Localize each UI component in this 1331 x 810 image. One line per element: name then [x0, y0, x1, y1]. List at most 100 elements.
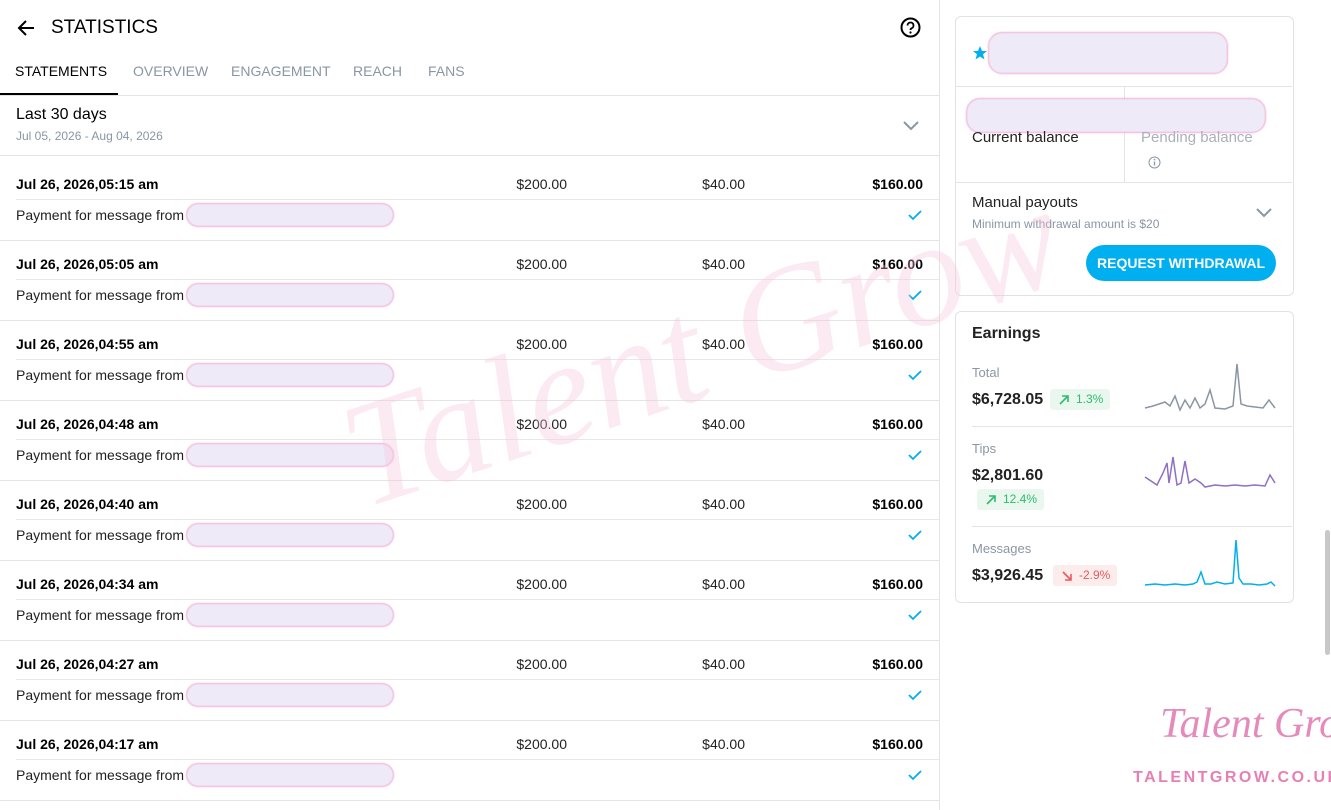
row-divider [16, 679, 939, 680]
trend-arrow [1059, 395, 1069, 405]
active-tab-indicator [0, 93, 118, 95]
fee-amount: $40.00 [702, 256, 745, 272]
transaction-description: Payment for message from [16, 687, 185, 703]
row-border [0, 640, 939, 641]
transaction-date: Jul 26, 2026,04:40 am [16, 496, 159, 512]
row-divider [16, 759, 939, 760]
page-title: STATISTICS [51, 17, 158, 38]
transaction-description: Payment for message from [16, 607, 185, 623]
net-amount: $160.00 [872, 416, 923, 432]
chevron[interactable] [1256, 208, 1272, 218]
period-range: Jul 05, 2026 - Aug 04, 2026 [16, 129, 163, 143]
status-check [908, 610, 922, 621]
blurred-sender [186, 603, 394, 627]
net-amount: $160.00 [872, 736, 923, 752]
earnings-label: Messages [972, 541, 1032, 556]
fee-amount: $40.00 [702, 656, 745, 672]
blurred-sender [186, 683, 394, 707]
row-divider [16, 439, 939, 440]
net-amount: $160.00 [872, 496, 923, 512]
net-amount: $160.00 [872, 576, 923, 592]
status-check [908, 770, 922, 781]
transaction-description: Payment for message from [16, 287, 185, 303]
fee-amount: $40.00 [702, 496, 745, 512]
transaction-description: Payment for message from [16, 527, 185, 543]
row-border [0, 320, 939, 321]
net-amount: $160.00 [872, 656, 923, 672]
blurred-sender [186, 283, 394, 307]
transaction-date: Jul 26, 2026,04:48 am [16, 416, 159, 432]
sparkline-tips [1144, 456, 1276, 488]
trend-arrow [1062, 571, 1072, 581]
net-amount: $160.00 [872, 256, 923, 272]
withdraw-button[interactable]: REQUEST WITHDRAWAL [1086, 245, 1276, 281]
transaction-date: Jul 26, 2026,04:27 am [16, 656, 159, 672]
transaction-description: Payment for message from [16, 447, 185, 463]
status-check [908, 370, 922, 381]
transaction-date: Jul 26, 2026,04:17 am [16, 736, 159, 752]
tab[interactable]: FANS [428, 63, 465, 79]
status-check [908, 290, 922, 301]
blurred-sender [186, 523, 394, 547]
earnings-amount: $6,728.05 [972, 391, 1044, 408]
gross-amount: $200.00 [516, 416, 567, 432]
logo-site: TALENTGROW.CO.UK [1133, 769, 1331, 786]
logo-script: Talent Grow [1160, 701, 1331, 747]
payouts-note: Minimum withdrawal amount is $20 [972, 217, 1160, 231]
net-amount: $160.00 [872, 336, 923, 352]
row-divider [16, 359, 939, 360]
divider [956, 182, 1292, 183]
tab[interactable]: OVERVIEW [133, 63, 209, 79]
gross-amount: $200.00 [516, 336, 567, 352]
transaction-description: Payment for message from [16, 207, 185, 223]
back-icon[interactable] [16, 18, 36, 38]
gross-amount: $200.00 [516, 656, 567, 672]
gross-amount: $200.00 [516, 176, 567, 192]
tab[interactable]: STATEMENTS [15, 63, 108, 79]
net-amount: $160.00 [872, 176, 923, 192]
fee-amount: $40.00 [702, 736, 745, 752]
help-icon[interactable] [900, 17, 921, 38]
transaction-description: Payment for message from [16, 767, 185, 783]
period-label[interactable]: Last 30 days [16, 106, 107, 123]
tab[interactable]: ENGAGEMENT [231, 63, 331, 79]
blurred-name [988, 32, 1228, 74]
divider [0, 155, 939, 156]
fee-amount: $40.00 [702, 576, 745, 592]
sparkline-messages [1144, 539, 1276, 587]
gross-amount: $200.00 [516, 496, 567, 512]
scrollbar[interactable] [1325, 530, 1330, 655]
divider [1124, 86, 1125, 182]
payouts-title: Manual payouts [972, 194, 1078, 211]
tab[interactable]: REACH [353, 63, 403, 79]
transaction-date: Jul 26, 2026,05:05 am [16, 256, 159, 272]
status-check [908, 690, 922, 701]
gross-amount: $200.00 [516, 736, 567, 752]
earnings-label: Total [972, 365, 1000, 380]
star-icon [973, 46, 987, 60]
sparkline-total [1144, 363, 1276, 412]
gross-amount: $200.00 [516, 256, 567, 272]
row-border [0, 480, 939, 481]
gross-amount: $200.00 [516, 576, 567, 592]
earnings-title: Earnings [972, 325, 1041, 342]
transaction-description: Payment for message from [16, 367, 185, 383]
status-check [908, 450, 922, 461]
earnings-label: Tips [972, 441, 997, 456]
transaction-date: Jul 26, 2026,04:34 am [16, 576, 159, 592]
row-divider [16, 599, 939, 600]
info-icon[interactable] [1148, 156, 1161, 169]
row-border [0, 560, 939, 561]
change-badge: 12.4% [977, 489, 1045, 510]
chevron[interactable] [903, 121, 919, 131]
status-check [908, 530, 922, 541]
row-border [0, 800, 939, 801]
fee-amount: $40.00 [702, 416, 745, 432]
row-border [0, 720, 939, 721]
transaction-date: Jul 26, 2026,04:55 am [16, 336, 159, 352]
row-divider [16, 199, 939, 200]
blurred-amounts [966, 98, 1266, 133]
row-border [0, 400, 939, 401]
blurred-sender [186, 363, 394, 387]
blurred-sender [186, 443, 394, 467]
